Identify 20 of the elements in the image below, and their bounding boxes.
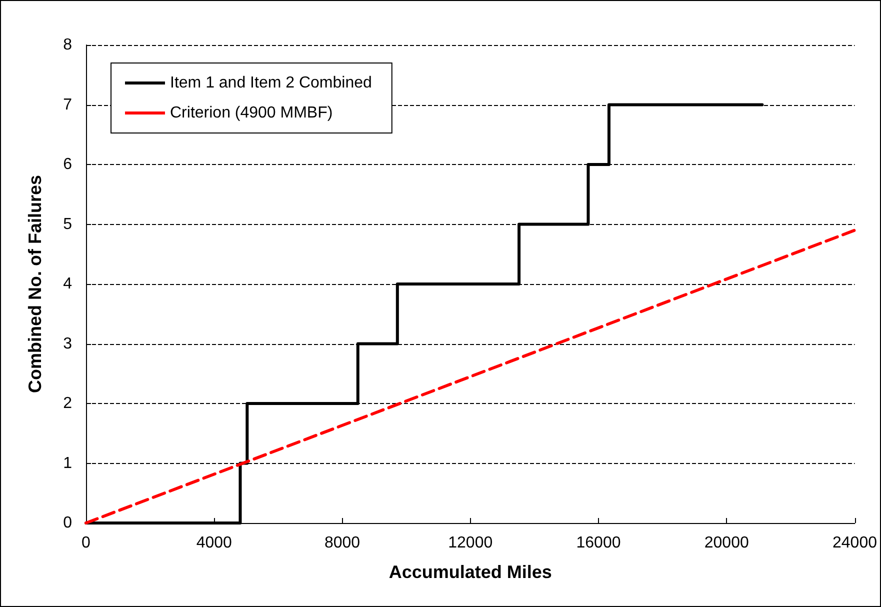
y-tick-label: 5 <box>63 216 72 233</box>
x-tick-label: 24000 <box>832 534 878 552</box>
y-tick-label: 2 <box>63 395 72 412</box>
x-tick-label: 20000 <box>704 534 749 552</box>
y-tick-label: 4 <box>63 276 72 292</box>
y-tick-label: 6 <box>63 156 72 173</box>
x-tick-label: 12000 <box>448 534 493 552</box>
legend-label: Item 1 and Item 2 Combined <box>170 74 372 92</box>
y-tick-label: 0 <box>63 514 72 532</box>
x-tick-label: 4000 <box>196 534 232 552</box>
x-axis-title: Accumulated Miles <box>388 562 552 582</box>
x-tick-label: 8000 <box>324 534 360 552</box>
y-tick-label: 7 <box>63 96 72 114</box>
x-tick-label: 0 <box>82 534 91 552</box>
x-tick-label: 16000 <box>576 534 621 552</box>
legend-label: Criterion (4900 MMBF) <box>170 104 333 122</box>
y-tick-label: 1 <box>63 454 72 472</box>
y-axis-title: Combined No. of Failures <box>25 174 45 394</box>
y-tick-label: 8 <box>63 36 72 54</box>
y-tick-label: 3 <box>63 335 72 352</box>
